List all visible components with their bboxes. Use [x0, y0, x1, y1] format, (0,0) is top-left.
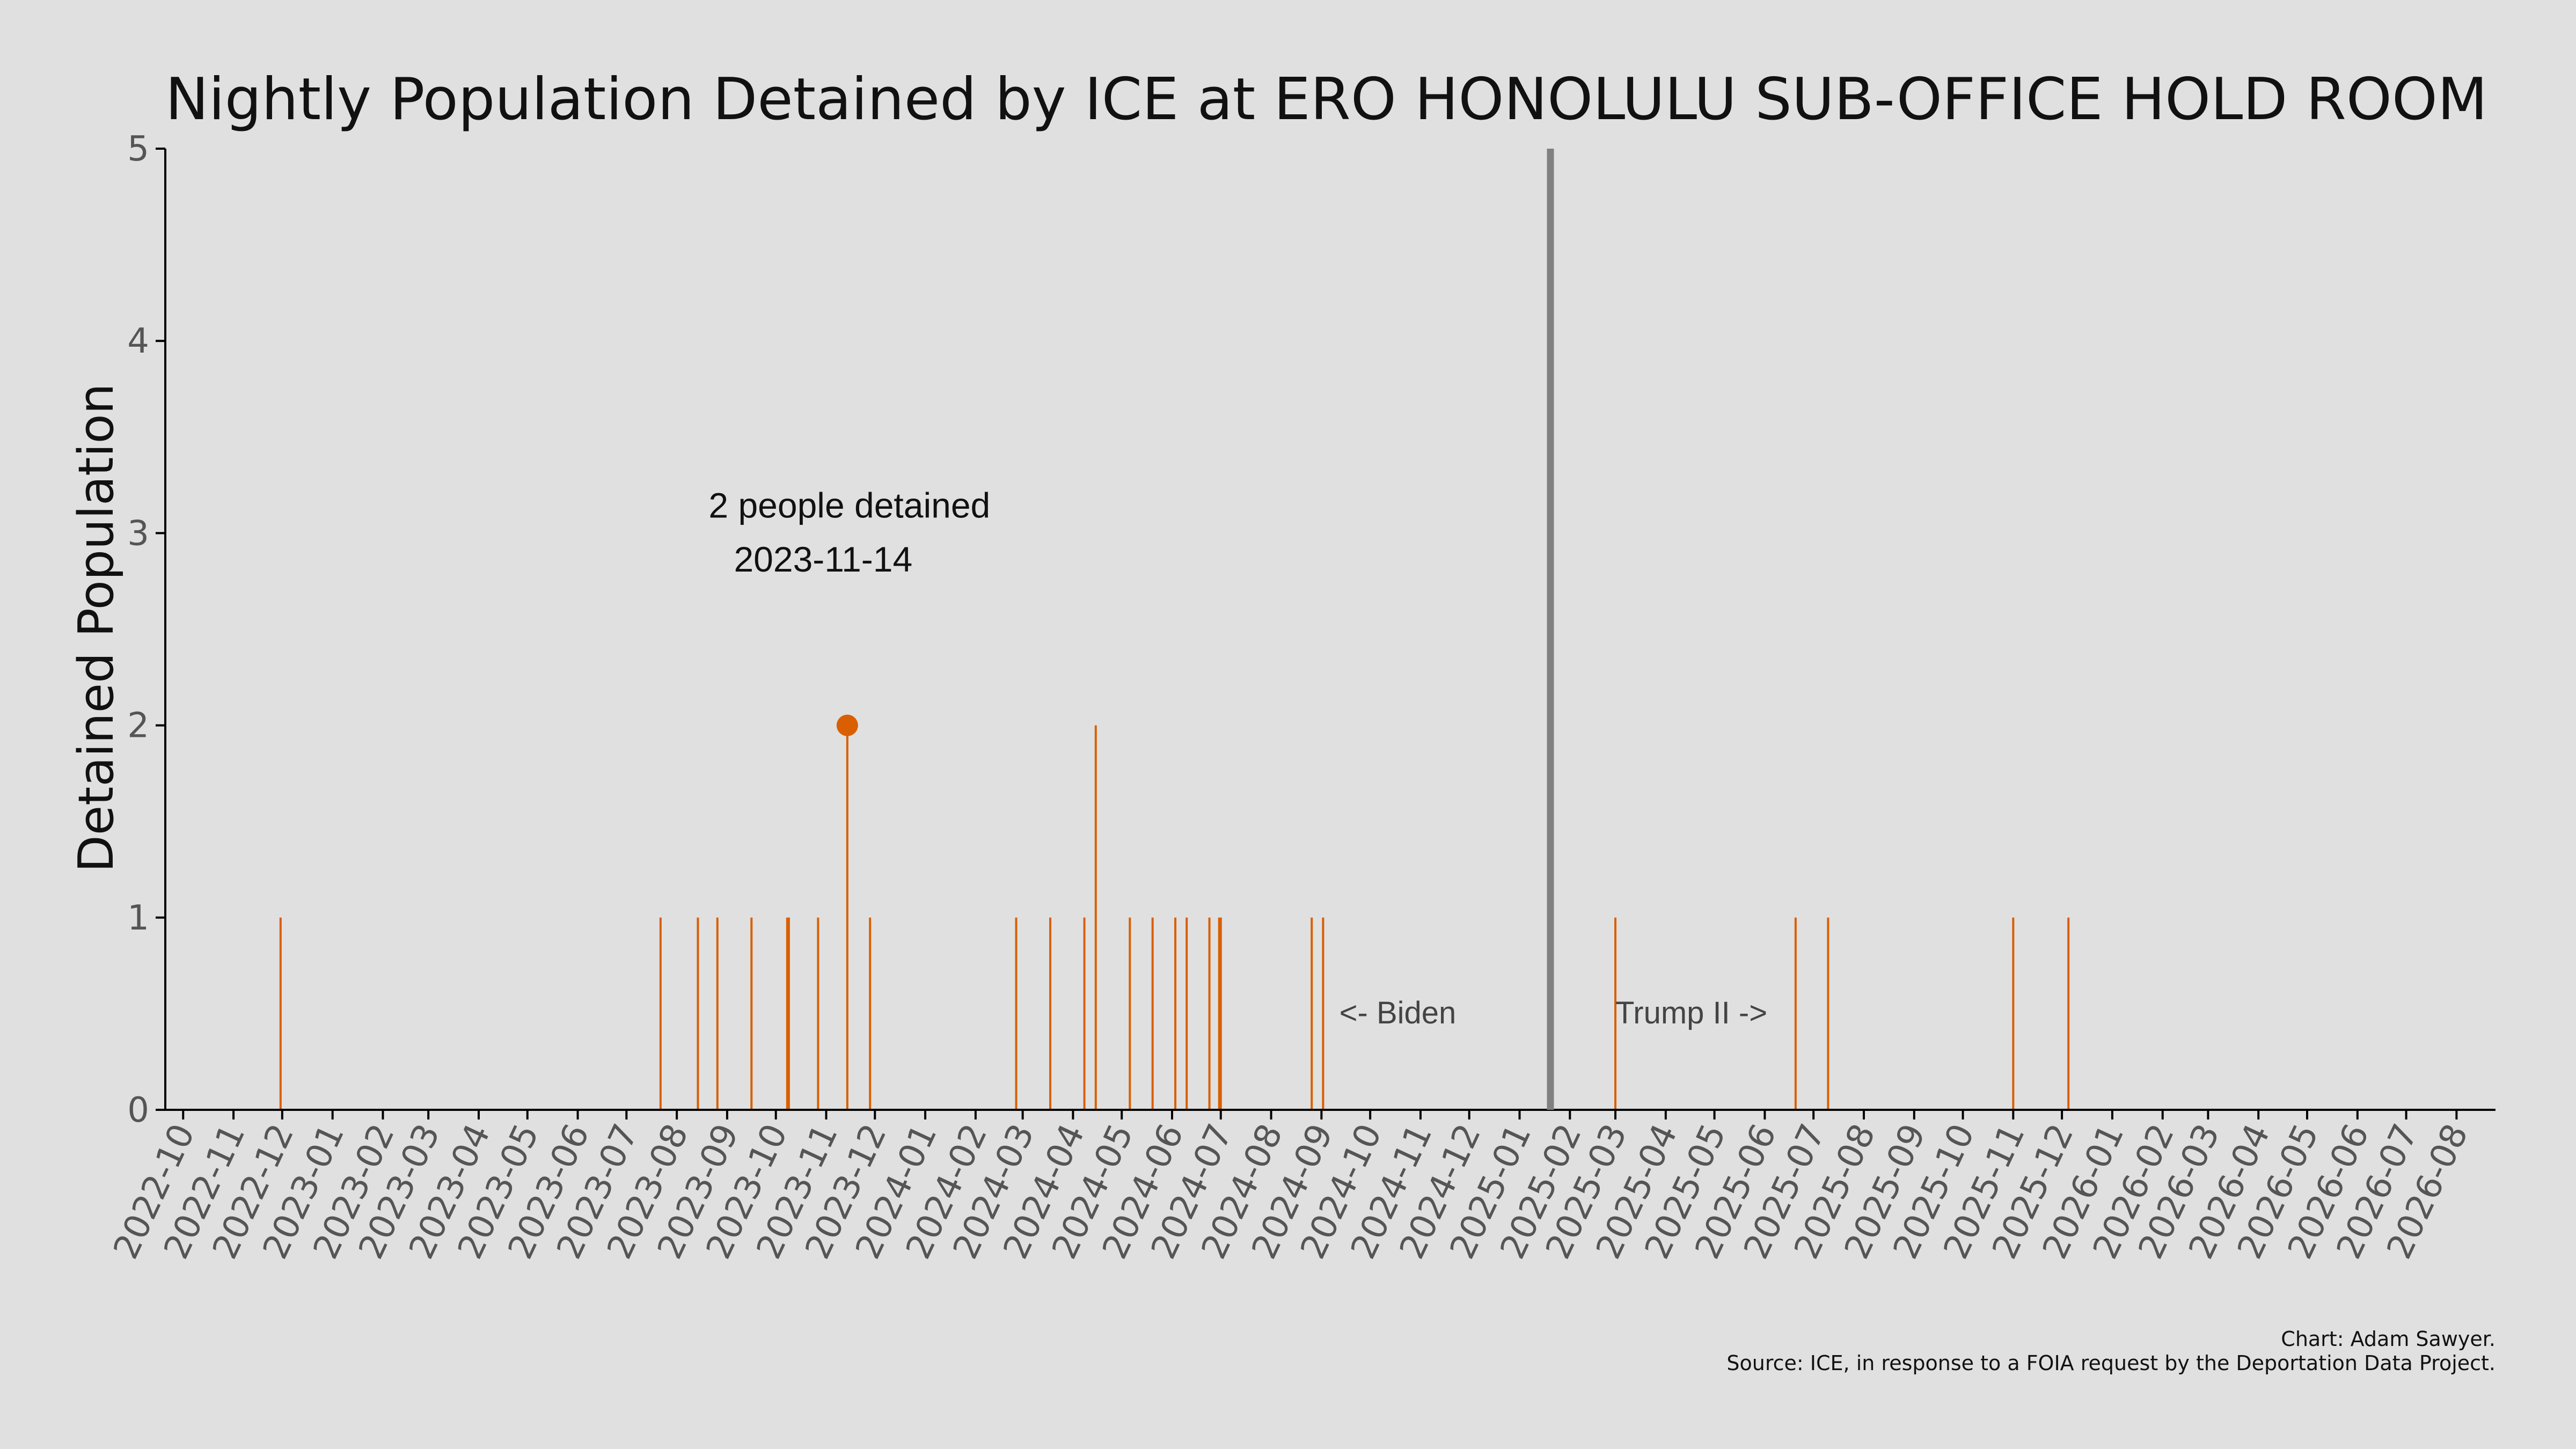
- chart-title: Nightly Population Detained by ICE at ER…: [165, 66, 2487, 133]
- highlight-annotation-date: 2023-11-14: [734, 539, 912, 579]
- highlight-point: [836, 714, 858, 736]
- y-tick-label: 1: [127, 898, 149, 938]
- credit-author: Chart: Adam Sawyer.: [2281, 1327, 2496, 1351]
- y-tick-label: 3: [127, 514, 149, 553]
- x-axis-ticks: 2022-102022-112022-122023-012023-022023-…: [106, 1110, 2476, 1265]
- y-axis-ticks: 0 1 2 3 4 5: [127, 129, 165, 1130]
- y-axis-label: Detained Population: [68, 383, 125, 872]
- y-tick-label: 2: [127, 706, 149, 746]
- biden-label: <- Biden: [1340, 996, 1457, 1030]
- y-tick-label: 4: [127, 321, 149, 361]
- highlight-annotation-count: 2 people detained: [708, 486, 990, 525]
- data-bars: [279, 725, 2070, 1110]
- credit-source: Source: ICE, in response to a FOIA reque…: [1726, 1351, 2496, 1375]
- y-tick-label: 0: [127, 1091, 149, 1130]
- y-tick-label: 5: [127, 129, 149, 169]
- trump-label: Trump II ->: [1615, 996, 1767, 1030]
